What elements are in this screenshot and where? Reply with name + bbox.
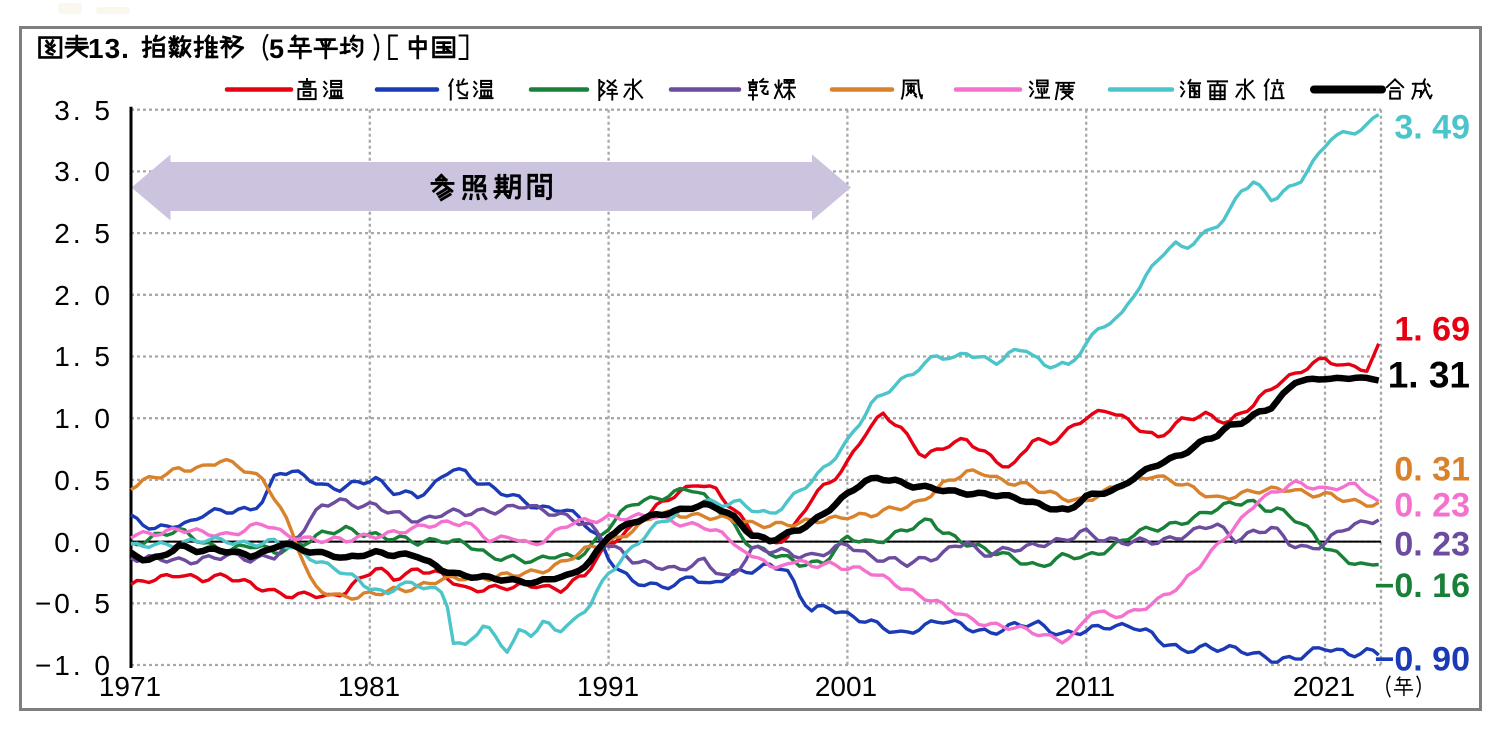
svg-text:−1. 0: −1. 0 <box>35 650 113 681</box>
svg-text:1991: 1991 <box>577 671 639 702</box>
svg-text:−0. 90: −0. 90 <box>1375 641 1470 679</box>
svg-text:0. 23: 0. 23 <box>1394 487 1470 525</box>
svg-text:0. 0: 0. 0 <box>54 527 113 558</box>
svg-text:2. 5: 2. 5 <box>54 218 113 249</box>
svg-text:−0. 5: −0. 5 <box>35 588 113 619</box>
svg-text:0. 5: 0. 5 <box>54 465 113 496</box>
svg-text:2021: 2021 <box>1293 671 1355 702</box>
svg-text:13.: 13. <box>88 33 130 64</box>
svg-text:2011: 2011 <box>1055 671 1115 702</box>
svg-text:2001: 2001 <box>815 671 877 702</box>
svg-text:3. 49: 3. 49 <box>1394 109 1470 147</box>
svg-text:5: 5 <box>269 34 284 64</box>
svg-text:3. 0: 3. 0 <box>54 156 113 187</box>
svg-text:1. 0: 1. 0 <box>54 403 113 434</box>
svg-text:1981: 1981 <box>338 671 400 702</box>
svg-text:1. 69: 1. 69 <box>1394 311 1470 349</box>
svg-text:2. 0: 2. 0 <box>54 280 113 311</box>
svg-text:1971: 1971 <box>99 671 161 702</box>
svg-text:1. 31: 1. 31 <box>1388 355 1470 396</box>
svg-text:−0. 16: −0. 16 <box>1375 567 1470 605</box>
svg-text:3. 5: 3. 5 <box>54 95 113 126</box>
svg-text:0. 23: 0. 23 <box>1394 526 1470 564</box>
svg-text:1. 5: 1. 5 <box>54 341 113 372</box>
svg-text:0. 31: 0. 31 <box>1394 451 1470 489</box>
